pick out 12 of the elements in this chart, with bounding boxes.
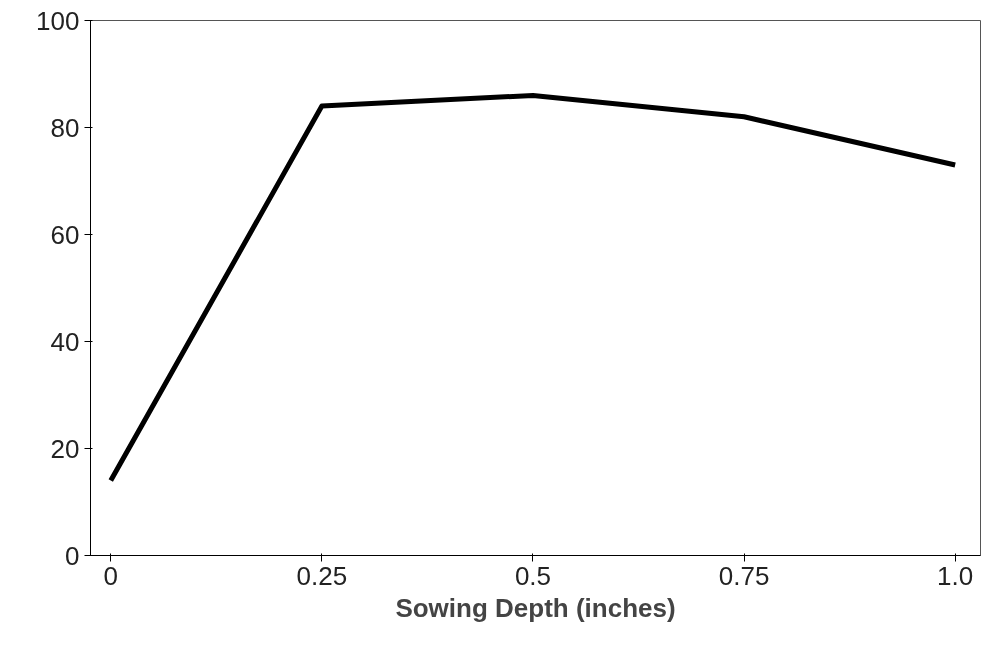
- y-tick-label: 100: [36, 5, 80, 36]
- x-axis-title: Sowing Depth (inches): [395, 592, 676, 623]
- x-tick-label: 0.25: [296, 560, 348, 591]
- y-tick-label: 80: [50, 112, 80, 143]
- y-tick-label: 20: [50, 433, 80, 464]
- x-tick-label: 0: [103, 560, 118, 591]
- x-tick-label: 0.5: [514, 560, 552, 591]
- y-tick-label: 40: [50, 326, 80, 357]
- x-tick-label: 1.0: [937, 560, 974, 591]
- y-tick-label: 0: [65, 540, 80, 571]
- y-tick-label: 60: [50, 219, 80, 250]
- x-tick-label: 0.75: [718, 560, 770, 591]
